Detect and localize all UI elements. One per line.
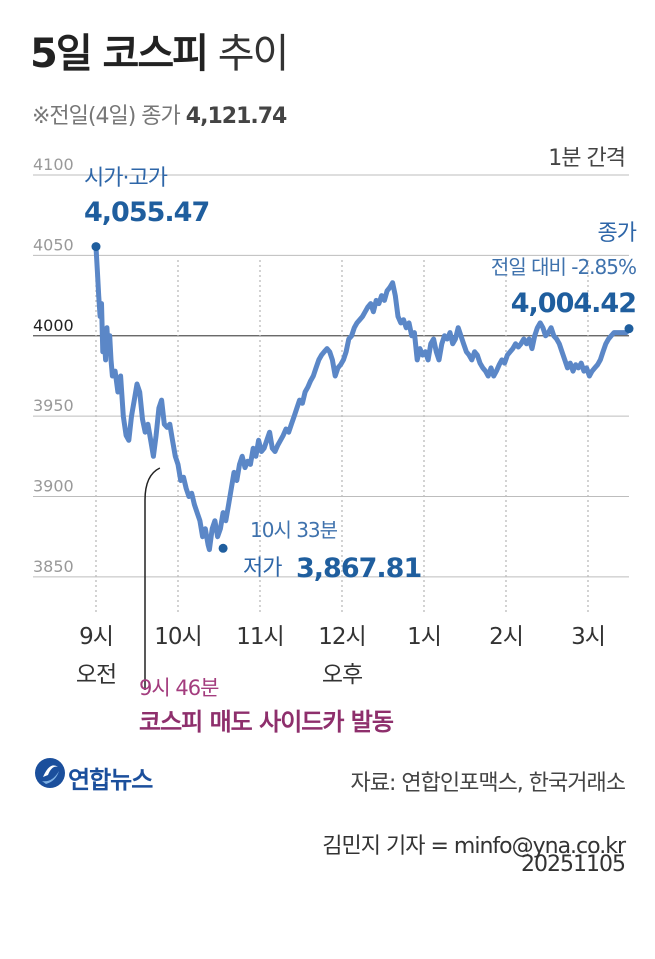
x-tick-label: 3시 <box>571 624 605 650</box>
low-label: 저가 <box>243 556 282 581</box>
close-marker <box>624 324 634 334</box>
logo-text: 연합뉴스 <box>68 766 153 794</box>
y-tick-label: 4050 <box>33 235 74 254</box>
x-tick-label: 10시 <box>154 624 201 650</box>
open-high-value: 4,055.47 <box>84 197 209 228</box>
x-tick-label: 12시 <box>318 624 365 650</box>
low-time-label: 10시 33분 <box>250 518 338 542</box>
open-high-marker <box>91 242 101 252</box>
previous-close-value: 4,121.74 <box>185 104 288 129</box>
previous-close-label: ※전일(4일) 종가 <box>32 104 181 129</box>
low-marker <box>218 543 228 553</box>
date-text: 20251105 <box>521 852 626 877</box>
chart-title: 5일 코스피 추이 <box>30 31 290 77</box>
sidecar-leader-line <box>144 467 161 690</box>
close-value: 4,004.42 <box>511 288 636 319</box>
x-tick-label: 11시 <box>236 624 283 650</box>
yonhap-logo-icon <box>35 758 65 788</box>
x-tick-label: 1시 <box>407 624 441 650</box>
credit-text: 김민지 기자 = minfo@yna.co.kr <box>322 834 626 859</box>
y-tick-label: 4000 <box>33 316 74 335</box>
y-tick-label: 3850 <box>33 557 74 576</box>
y-tick-label: 4100 <box>33 155 74 174</box>
title-bold: 5일 코스피 <box>30 31 209 77</box>
x-tick-sublabel: 오전 <box>76 662 116 688</box>
title-normal: 추이 <box>217 31 290 77</box>
close-label: 종가 <box>598 221 637 246</box>
previous-close-note: ※전일(4일) 종가 4,121.74 <box>32 98 288 130</box>
y-tick-label: 3900 <box>33 477 74 496</box>
sidecar-event-label: 코스피 매도 사이드카 발동 <box>139 708 394 736</box>
interval-label: 1분 간격 <box>548 146 626 171</box>
x-tick-sublabel: 오후 <box>322 662 362 688</box>
low-value: 3,867.81 <box>296 553 421 584</box>
x-tick-label: 9시 <box>79 624 113 650</box>
x-tick-label: 2시 <box>489 624 523 650</box>
kospi-price-line <box>93 244 632 553</box>
open-high-label: 시가·고가 <box>84 166 168 191</box>
source-text: 자료: 연합인포맥스, 한국거래소 <box>350 771 626 796</box>
close-change-label: 전일 대비 -2.85% <box>491 255 636 279</box>
sidecar-time-label: 9시 46분 <box>139 676 219 700</box>
y-tick-label: 3950 <box>33 396 74 415</box>
